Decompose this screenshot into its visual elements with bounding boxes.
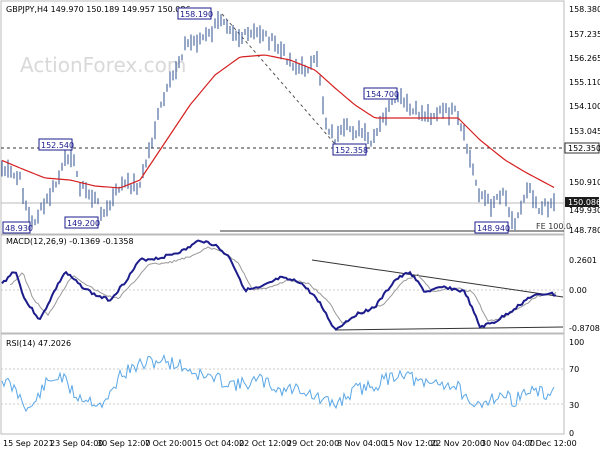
price-panel-frame	[0, 0, 565, 235]
y-tick: 30	[569, 401, 579, 410]
svg-text:154.700: 154.700	[366, 90, 399, 99]
y-tick: 157.235	[569, 30, 600, 39]
x-tick: 7 Dec 12:00	[528, 439, 577, 448]
y-tick: 0.00	[569, 286, 587, 295]
x-tick: 7 Oct 20:00	[145, 439, 192, 448]
symbol-info: GBPJPY,H4 149.970 150.189 149.957 150.08…	[6, 5, 191, 14]
watermark: ActionForex.com	[20, 53, 186, 77]
y-tick: -0.8708	[569, 324, 600, 333]
rsi-title: RSI(14) 47.2026	[6, 339, 71, 348]
price-y-axis: 158.380 157.235 156.265 155.110 154.100 …	[564, 5, 600, 235]
y-tick: 148.780	[569, 226, 600, 235]
y-tick: 158.380	[569, 5, 600, 14]
macd-upper-trendline	[311, 259, 564, 298]
annotation-154700: 154.700	[363, 87, 399, 100]
level-tag	[564, 142, 600, 154]
y-tick: 150.910	[569, 178, 600, 187]
rsi-line	[1, 353, 555, 413]
x-tick: 15 Oct 04:00	[192, 439, 244, 448]
svg-text:149.200: 149.200	[67, 219, 100, 228]
y-tick: 0.2601	[569, 256, 597, 265]
x-tick: 22 Nov 20:00	[431, 439, 485, 448]
svg-text:152.540: 152.540	[41, 141, 74, 150]
y-tick: 153.045	[569, 127, 600, 136]
annotation-48930: 48.930	[2, 221, 33, 234]
macd-y-axis: 0.2601 0.00 -0.8708	[569, 256, 600, 333]
rsi-panel-frame	[0, 333, 565, 435]
y-tick: 154.100	[569, 102, 600, 111]
macd-lower-trendline	[334, 326, 564, 331]
current-price-tag	[565, 197, 599, 207]
macd-title: MACD(12,26,9) -0.1369 -0.1358	[6, 237, 134, 246]
macd-panel-frame	[0, 234, 565, 334]
price-candles	[1, 11, 555, 231]
svg-text:152.358: 152.358	[335, 146, 368, 155]
y-tick: 156.265	[569, 54, 600, 63]
annotation-148940: 148.940	[474, 221, 510, 234]
annotation-152540: 152.540	[38, 138, 74, 151]
y-tick: 149.930	[569, 206, 600, 215]
x-tick: 15 Nov 12:00	[384, 439, 438, 448]
moving-average-line	[1, 54, 555, 189]
annotation-149200: 149.200	[64, 216, 100, 229]
x-tick: 29 Oct 20:00	[287, 439, 339, 448]
svg-text:158.190: 158.190	[180, 10, 213, 19]
y-tick: 100	[569, 338, 584, 347]
rsi-y-axis: 100 70 30 0	[569, 338, 584, 438]
y-tick: 70	[569, 365, 579, 374]
x-tick: 23 Sep 04:00	[50, 439, 103, 448]
fe-label: FE 100.0	[536, 222, 571, 231]
svg-text:48.930: 48.930	[5, 224, 33, 233]
svg-text:148.940: 148.940	[477, 224, 510, 233]
trend-dashed-line	[221, 13, 336, 145]
x-tick: 8 Nov 04:00	[337, 439, 386, 448]
annotation-152358: 152.358	[332, 143, 368, 156]
x-tick: 30 Sep 12:00	[97, 439, 150, 448]
x-tick: 15 Sep 2021	[3, 439, 54, 448]
y-tick: 0	[569, 429, 574, 438]
current-price-label: 150.086	[568, 198, 600, 207]
macd-line	[1, 239, 557, 331]
x-tick: 30 Nov 04:00	[481, 439, 535, 448]
annotation-158190: 158.190	[177, 7, 213, 20]
x-axis: 15 Sep 2021 23 Sep 04:00 30 Sep 12:00 7 …	[3, 439, 577, 448]
y-tick: 155.110	[569, 78, 600, 87]
x-tick: 22 Oct 12:00	[239, 439, 291, 448]
y-tick: 152.350	[568, 144, 600, 153]
